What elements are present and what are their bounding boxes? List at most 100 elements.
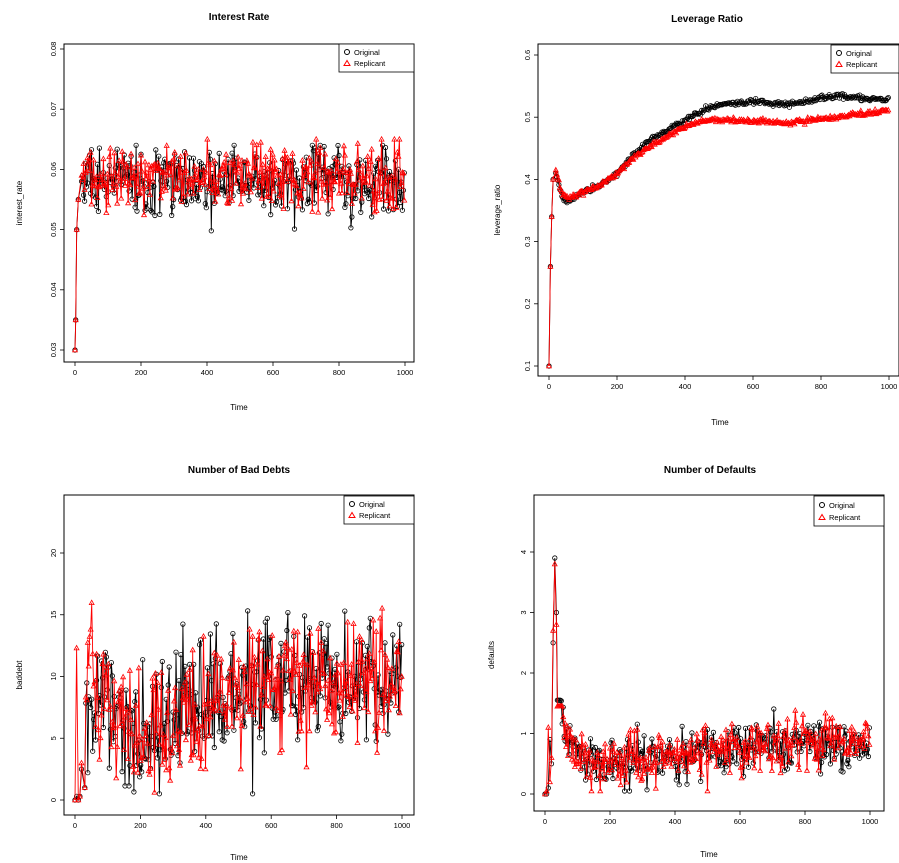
data-point xyxy=(395,638,402,644)
data-point xyxy=(771,706,777,712)
y-tick-label: 0 xyxy=(519,792,528,796)
data-point xyxy=(329,205,336,212)
data-point xyxy=(834,733,841,740)
data-point xyxy=(260,683,267,689)
data-point xyxy=(127,716,134,722)
data-point xyxy=(280,205,287,212)
data-point xyxy=(156,740,163,747)
data-point xyxy=(148,711,155,718)
data-point xyxy=(750,760,756,766)
data-point xyxy=(624,736,631,743)
data-point xyxy=(159,658,165,665)
legend-box xyxy=(338,43,415,73)
data-point xyxy=(151,788,158,795)
data-point xyxy=(389,172,396,178)
data-point xyxy=(268,197,275,204)
data-point xyxy=(156,791,162,797)
data-point xyxy=(364,643,370,650)
data-point xyxy=(166,164,173,171)
data-point xyxy=(341,685,348,692)
data-point xyxy=(236,161,244,168)
data-point xyxy=(734,761,740,767)
data-point xyxy=(92,710,98,716)
data-point xyxy=(274,663,281,669)
data-point xyxy=(236,694,243,701)
data-point xyxy=(799,722,806,729)
data-point xyxy=(114,146,120,152)
data-point xyxy=(753,738,760,745)
data-point xyxy=(363,688,370,694)
data-point xyxy=(400,169,407,176)
chart-title: Number of Bad Debts xyxy=(188,465,291,476)
y-axis-label: interest_rate xyxy=(15,180,24,225)
panel-leverage-ratio: Leverage Ratio Time leverage_ratio 0 200 4… xyxy=(493,14,899,427)
series-markers-replicant xyxy=(71,135,408,353)
data-point xyxy=(126,667,133,673)
data-point xyxy=(293,711,299,718)
data-point xyxy=(224,172,230,178)
data-point xyxy=(398,179,405,186)
data-point xyxy=(276,192,283,198)
data-point xyxy=(635,773,642,780)
data-point xyxy=(130,768,137,775)
data-point xyxy=(106,765,112,771)
data-point xyxy=(291,226,298,232)
data-point xyxy=(566,751,572,758)
data-point xyxy=(278,640,284,647)
data-point xyxy=(381,651,389,657)
data-point xyxy=(334,159,342,165)
data-point xyxy=(221,738,227,744)
data-point xyxy=(278,746,286,753)
data-point xyxy=(335,689,342,696)
y-tick-label: 1 xyxy=(519,731,528,735)
data-point xyxy=(372,727,379,734)
data-point xyxy=(689,730,695,736)
data-point xyxy=(384,664,391,670)
data-point xyxy=(724,114,731,121)
x-tick-label: 400 xyxy=(201,368,214,377)
y-ticks: 0 1 2 3 4 xyxy=(519,550,534,796)
data-point xyxy=(182,149,189,156)
data-point xyxy=(861,750,868,756)
data-point xyxy=(260,182,267,189)
data-point xyxy=(97,734,104,741)
data-point xyxy=(97,702,104,708)
data-point xyxy=(316,149,323,155)
data-point xyxy=(568,755,576,762)
legend-label-original: Original xyxy=(359,500,385,509)
data-point xyxy=(665,758,672,765)
data-point xyxy=(272,202,279,208)
data-point xyxy=(348,225,354,231)
data-point xyxy=(878,107,885,113)
data-point xyxy=(565,752,572,758)
data-point xyxy=(132,196,139,203)
data-point xyxy=(342,677,349,684)
data-point xyxy=(262,153,269,160)
x-tick-label: 600 xyxy=(267,368,280,377)
data-point xyxy=(707,116,714,123)
data-point xyxy=(299,156,306,163)
data-point xyxy=(386,202,393,209)
data-point xyxy=(133,142,139,148)
data-point xyxy=(174,727,182,734)
data-point xyxy=(94,694,101,700)
data-point xyxy=(284,154,291,160)
data-point xyxy=(722,726,730,733)
data-point xyxy=(303,763,310,770)
series-layer xyxy=(71,135,408,353)
data-point xyxy=(146,191,153,197)
data-point xyxy=(187,756,194,763)
data-point xyxy=(360,689,366,695)
data-point xyxy=(323,640,329,647)
data-point xyxy=(659,770,666,776)
data-point xyxy=(401,196,408,203)
x-tick-label: 200 xyxy=(611,382,624,391)
data-point xyxy=(195,753,202,760)
data-point xyxy=(613,170,621,177)
data-point xyxy=(321,670,328,676)
data-point xyxy=(124,755,132,761)
data-point xyxy=(838,92,845,98)
y-tick-label: 0.04 xyxy=(49,282,58,297)
data-point xyxy=(147,721,153,727)
data-point xyxy=(241,718,247,725)
